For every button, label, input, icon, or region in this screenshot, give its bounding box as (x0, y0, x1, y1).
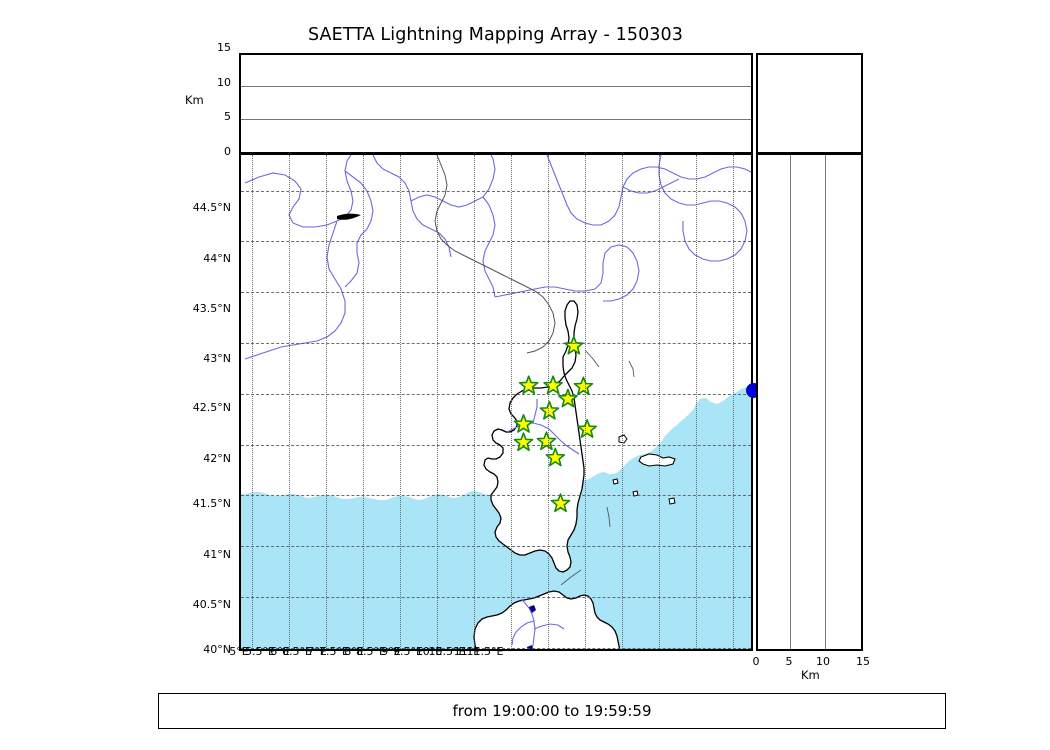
gridline-km-10 (241, 86, 751, 87)
xtick-9E: 9°E (381, 645, 401, 658)
graticule-lat-41.5 (241, 495, 751, 497)
ytick-44N: 44°N (203, 252, 231, 265)
xtick-11_5E: 11.5°E (466, 645, 504, 658)
graticule-lon-8.5 (510, 155, 512, 649)
station-marker (550, 493, 571, 513)
station-marker (513, 414, 534, 433)
altitude-longitude-panel (239, 53, 753, 154)
time-range-caption: from 19:00:00 to 19:59:59 (158, 693, 946, 729)
ytick-42_5N: 42.5°N (192, 401, 231, 414)
xtick-5E: 5°E (229, 645, 249, 658)
station-marker (539, 400, 560, 420)
map-panel[interactable] (239, 153, 753, 651)
graticule-lat-44 (241, 241, 751, 243)
graticule-lat-44.5 (241, 190, 751, 192)
ytick-41N: 41°N (203, 548, 231, 561)
station-marker (518, 375, 539, 395)
station-marker (543, 375, 563, 395)
graticule-lat-42.5 (241, 393, 751, 395)
xtick-11E: 11°E (453, 645, 481, 658)
graticule-lon-8 (473, 155, 475, 649)
gridline-km-5-vertical (790, 155, 791, 649)
ytick-km-0: 0 (224, 145, 231, 158)
xtick-8_5E: 8.5°E (356, 645, 386, 658)
graticule-lat-42 (241, 444, 751, 446)
ytick-40_5N: 40.5°N (192, 598, 231, 611)
xtick-right-km-15: 15 (856, 655, 870, 668)
graticule-lon-11.5 (732, 155, 734, 649)
station-marker (577, 419, 597, 438)
graticule-lon-10 (621, 155, 623, 649)
ytick-44_5N: 44.5°N (192, 201, 231, 214)
xtick-7E: 7°E (307, 645, 327, 658)
map-graphic (241, 155, 751, 649)
xtick-right-km-0: 0 (752, 655, 760, 668)
ytick-42N: 42°N (203, 452, 231, 465)
page-title: SAETTA Lightning Mapping Array - 150303 (307, 25, 684, 45)
axis-label-km-horizontal: Km (801, 668, 820, 682)
graticule-lat-43.5 (241, 292, 751, 294)
ytick-43N: 43°N (203, 352, 231, 365)
graticule-lon-10.5 (658, 155, 660, 649)
graticule-lon-7.5 (436, 155, 438, 649)
ytick-km-5: 5 (224, 110, 231, 123)
ytick-41_5N: 41.5°N (192, 497, 231, 510)
xtick-8E: 8°E (344, 645, 364, 658)
xtick-10_5E: 10.5°E (428, 645, 466, 658)
graticule-lon-5.5 (289, 155, 291, 649)
altitude-latitude-panel (756, 153, 863, 651)
gridline-km-10-vertical (825, 155, 826, 649)
station-marker (513, 432, 534, 452)
ytick-km-15: 15 (217, 41, 231, 54)
ytick-km-10: 10 (217, 76, 231, 89)
xtick-9_5E: 9.5°E (393, 645, 423, 658)
graticule-lon-7 (400, 155, 401, 649)
graticule-lat-40 (241, 647, 751, 649)
xtick-10E: 10°E (415, 645, 443, 658)
xtick-right-km-10: 10 (816, 655, 830, 668)
corner-panel (756, 53, 863, 154)
graticule-lon-9 (547, 155, 549, 649)
graticule-lat-43 (241, 343, 751, 345)
xtick-5_5E: 5.5°E (245, 645, 275, 658)
xtick-7_5E: 7.5°E (319, 645, 349, 658)
graticule-lon-11 (695, 155, 697, 649)
ytick-43_5N: 43.5°N (192, 302, 231, 315)
xtick-right-km-5: 5 (785, 655, 793, 668)
graticule-lat-40.5 (241, 597, 751, 599)
xtick-6_5E: 6.5°E (282, 645, 312, 658)
station-marker (573, 376, 594, 396)
graticule-lon-9.5 (584, 155, 586, 649)
ytick-40N: 40°N (203, 643, 231, 656)
station-marker (558, 388, 578, 408)
graticule-lat-41 (241, 546, 751, 548)
graticule-lon-5 (252, 155, 254, 649)
axis-label-km-vertical: Km (185, 93, 204, 107)
xtick-6E: 6°E (270, 645, 290, 658)
graticule-lon-6 (326, 155, 328, 649)
graticule-lon-6.5 (363, 155, 365, 649)
gridline-km-5 (241, 119, 751, 120)
